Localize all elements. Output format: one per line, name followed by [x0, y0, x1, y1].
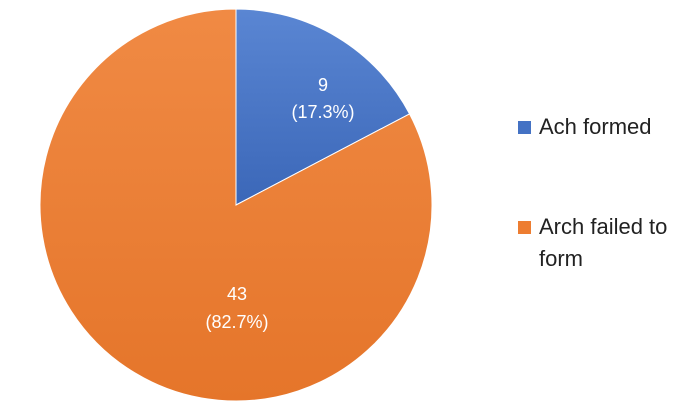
legend-item-arch-failed-to-form[interactable]: Arch failed to form: [518, 214, 667, 271]
slice-percent-label-arch-failed-to-form: (82.7%): [205, 312, 268, 332]
legend-swatch-ach-formed: [518, 121, 531, 134]
legend-item-ach-formed[interactable]: Ach formed: [518, 114, 652, 139]
legend-label-arch-failed-to-form-line2: form: [539, 246, 583, 271]
legend-swatch-arch-failed-to-form: [518, 221, 531, 234]
slice-percent-label-ach-formed: (17.3%): [291, 102, 354, 122]
pie-slices: [39, 8, 433, 402]
slice-value-label-ach-formed: 9: [318, 75, 328, 95]
legend-label-arch-failed-to-form-line1: Arch failed to: [539, 214, 667, 239]
legend-label-ach-formed: Ach formed: [539, 114, 652, 139]
legend: Ach formed Arch failed to form: [518, 114, 667, 271]
slice-arch-failed-to-form[interactable]: [39, 8, 433, 402]
slice-labels: 9 (17.3%) 43 (82.7%): [205, 75, 354, 332]
slice-ach-formed[interactable]: [235, 8, 411, 206]
slice-value-label-arch-failed-to-form: 43: [227, 284, 247, 304]
